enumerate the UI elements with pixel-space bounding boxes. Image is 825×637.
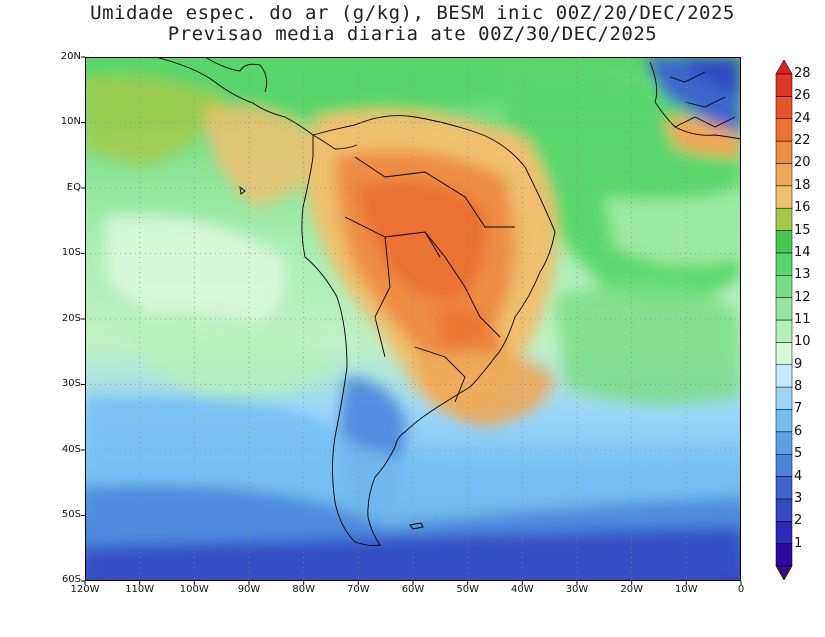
colorbar-swatch — [775, 73, 793, 97]
colorbar-swatch — [775, 140, 793, 164]
colorbar-level-label: 26 — [794, 88, 811, 104]
lon-label: 10W — [674, 584, 698, 595]
colorbar-level-label: 7 — [794, 401, 803, 417]
colorbar — [775, 60, 793, 580]
colorbar-swatch — [775, 342, 793, 365]
map-canvas — [85, 57, 741, 581]
lon-label: 20W — [620, 584, 643, 595]
lon-label: 80W — [292, 584, 315, 595]
colorbar-swatch — [775, 498, 793, 522]
colorbar-level-label: 2 — [794, 513, 803, 529]
lon-label: 60W — [401, 584, 425, 595]
colorbar-low-arrow — [775, 565, 793, 580]
lon-label: 90W — [237, 584, 261, 595]
colorbar-level-label: 15 — [794, 222, 811, 238]
lat-label: 10S — [61, 247, 81, 258]
colorbar-level-label: 10 — [794, 334, 811, 350]
colorbar-level-label: 22 — [794, 133, 811, 149]
lat-label: EQ — [66, 182, 81, 193]
lon-label: 40W — [510, 584, 534, 595]
colorbar-level-label: 28 — [794, 66, 811, 81]
lat-label: 50S — [61, 509, 81, 520]
lat-label: 20S — [61, 313, 81, 324]
colorbar-swatch — [775, 521, 793, 544]
colorbar-swatch — [775, 207, 793, 231]
colorbar-swatch — [775, 297, 793, 321]
colorbar-swatch — [775, 386, 793, 410]
colorbar-level-label: 13 — [794, 267, 811, 283]
lat-label: 40S — [61, 444, 81, 455]
colorbar-level-label: 11 — [794, 312, 811, 327]
colorbar-level-label: 14 — [794, 244, 811, 260]
colorbar-swatch — [775, 409, 793, 433]
colorbar-level-label: 18 — [794, 177, 811, 193]
colorbar-level-label: 24 — [794, 110, 811, 126]
map-frame — [85, 57, 741, 581]
lon-label: 0 — [737, 584, 745, 595]
colorbar-swatch — [775, 230, 793, 254]
colorbar-level-label: 9 — [794, 356, 803, 372]
colorbar-level-label: 16 — [794, 200, 811, 216]
humidity-map — [85, 57, 741, 581]
colorbar-swatch — [775, 96, 793, 119]
colorbar-level-label: 8 — [794, 379, 803, 395]
colorbar-swatch — [775, 364, 793, 388]
lat-label: 20N — [60, 51, 81, 62]
colorbar-swatch — [775, 453, 793, 477]
map-title-line1: Umidade espec. do ar (g/kg), BESM inic 0… — [90, 2, 735, 24]
lon-label: 120W — [70, 584, 100, 595]
colorbar-swatch — [775, 319, 793, 343]
lon-label: 110W — [125, 584, 155, 595]
lon-label: 50W — [456, 584, 479, 595]
colorbar-swatch — [775, 185, 793, 209]
lat-label: 10N — [60, 116, 81, 127]
colorbar-level-label: 20 — [794, 155, 811, 171]
colorbar-swatch — [775, 543, 793, 567]
lat-label: 60S — [61, 574, 81, 585]
colorbar-swatch — [775, 431, 793, 455]
map-title-line2: Previsao media diaria ate 00Z/30/DEC/202… — [167, 23, 658, 45]
colorbar-swatch — [775, 476, 793, 500]
lon-label: 100W — [179, 584, 209, 595]
lon-label: 30W — [565, 584, 589, 595]
colorbar-level-label: 4 — [794, 468, 803, 484]
colorbar-level-label: 1 — [794, 535, 803, 551]
colorbar-level-label: 5 — [794, 446, 803, 462]
lat-label: 30S — [61, 378, 81, 389]
lon-label: 70W — [346, 584, 370, 595]
colorbar-high-arrow — [775, 60, 793, 75]
colorbar-swatch — [775, 275, 793, 298]
colorbar-level-label: 6 — [794, 423, 803, 439]
colorbar-swatch — [775, 163, 793, 187]
colorbar-swatch — [775, 118, 793, 142]
colorbar-level-label: 3 — [794, 490, 803, 506]
colorbar-swatch — [775, 252, 793, 276]
colorbar-level-label: 12 — [794, 289, 811, 305]
